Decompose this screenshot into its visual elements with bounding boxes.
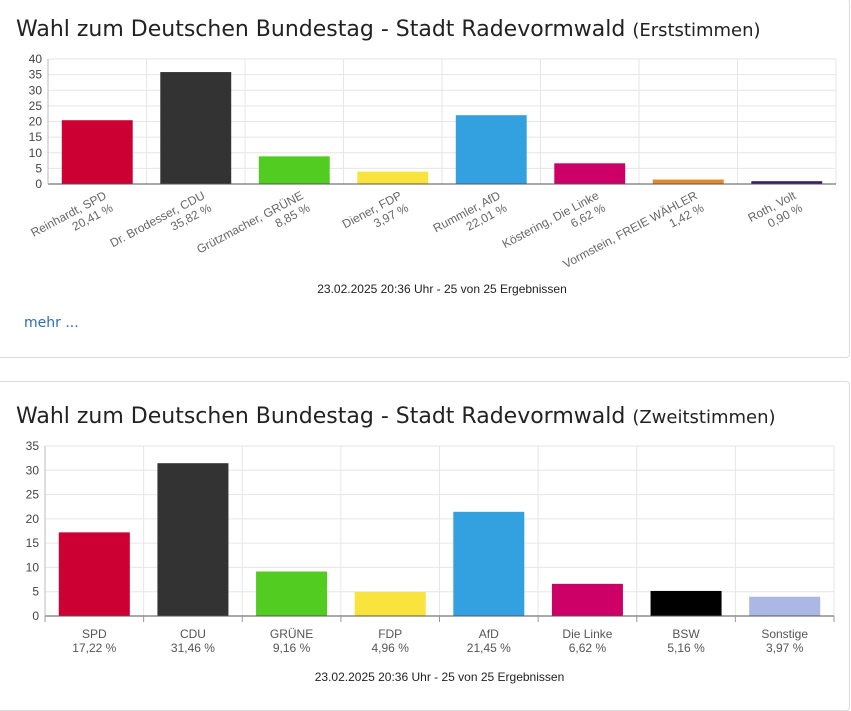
category-label: Die Linke bbox=[562, 627, 612, 641]
zweitstimmen-subtitle: (Zweitstimmen) bbox=[632, 407, 776, 428]
bar-1 bbox=[61, 120, 133, 184]
bar-2 bbox=[157, 463, 229, 616]
zweitstimmen-card: Wahl zum Deutschen Bundestag - Stadt Rad… bbox=[0, 381, 850, 711]
bar-3 bbox=[258, 156, 330, 184]
erststimmen-subtitle: (Erststimmen) bbox=[632, 20, 761, 41]
y-tick-label: 20 bbox=[26, 512, 40, 526]
category-label: CDU bbox=[180, 627, 206, 641]
bar-6 bbox=[554, 163, 626, 184]
value-label: 4,96 % bbox=[372, 641, 410, 655]
y-tick-label: 15 bbox=[29, 130, 43, 144]
category-label: FDP bbox=[378, 627, 402, 641]
y-tick-label: 35 bbox=[29, 68, 43, 82]
y-tick-label: 40 bbox=[29, 53, 43, 66]
bar-4 bbox=[357, 171, 429, 184]
bar-3 bbox=[256, 571, 328, 616]
bar-7 bbox=[652, 179, 724, 184]
bar-5 bbox=[453, 511, 525, 616]
erststimmen-title-main: Wahl zum Deutschen Bundestag - Stadt Rad… bbox=[16, 17, 626, 42]
value-label: 9,16 % bbox=[273, 641, 311, 655]
erststimmen-card: Wahl zum Deutschen Bundestag - Stadt Rad… bbox=[0, 0, 850, 358]
y-tick-label: 35 bbox=[26, 439, 40, 453]
bar-8 bbox=[751, 181, 823, 184]
category-label: Sonstige bbox=[761, 627, 808, 641]
value-label: 31,46 % bbox=[171, 641, 215, 655]
y-tick-label: 10 bbox=[29, 146, 43, 160]
erststimmen-title: Wahl zum Deutschen Bundestag - Stadt Rad… bbox=[16, 17, 761, 42]
y-tick-label: 5 bbox=[32, 585, 39, 599]
bar-7 bbox=[650, 590, 722, 616]
value-label: 5,16 % bbox=[667, 641, 705, 655]
y-tick-label: 10 bbox=[26, 560, 40, 574]
y-tick-label: 15 bbox=[26, 536, 40, 550]
category-label: AfD bbox=[479, 627, 499, 641]
value-label: 17,22 % bbox=[72, 641, 116, 655]
chart-footer: 23.02.2025 20:36 Uhr - 25 von 25 Ergebni… bbox=[317, 282, 567, 296]
y-tick-label: 25 bbox=[26, 488, 40, 502]
zweitstimmen-title: Wahl zum Deutschen Bundestag - Stadt Rad… bbox=[16, 404, 776, 429]
bar-2 bbox=[160, 72, 232, 184]
value-label: 3,97 % bbox=[766, 641, 804, 655]
more-link[interactable]: mehr ... bbox=[24, 315, 79, 331]
y-tick-label: 0 bbox=[32, 609, 39, 623]
category-label: SPD bbox=[82, 627, 107, 641]
y-tick-label: 30 bbox=[29, 83, 43, 97]
y-tick-label: 20 bbox=[29, 115, 43, 129]
zweitstimmen-title-main: Wahl zum Deutschen Bundestag - Stadt Rad… bbox=[16, 404, 626, 429]
category-label: BSW bbox=[672, 627, 700, 641]
chart-footer: 23.02.2025 20:36 Uhr - 25 von 25 Ergebni… bbox=[315, 670, 565, 684]
value-label: 21,45 % bbox=[467, 641, 511, 655]
value-label: 6,62 % bbox=[569, 641, 607, 655]
category-label: GRÜNE bbox=[270, 627, 313, 641]
y-tick-label: 30 bbox=[26, 463, 40, 477]
bar-5 bbox=[455, 115, 527, 184]
y-tick-label: 0 bbox=[35, 177, 42, 191]
y-tick-label: 5 bbox=[35, 161, 42, 175]
bar-4 bbox=[354, 591, 426, 616]
bar-1 bbox=[58, 532, 130, 616]
y-tick-label: 25 bbox=[29, 99, 43, 113]
bar-6 bbox=[551, 583, 623, 616]
bar-8 bbox=[749, 596, 821, 616]
